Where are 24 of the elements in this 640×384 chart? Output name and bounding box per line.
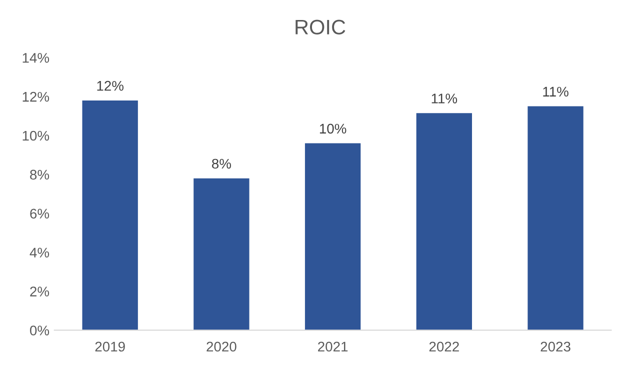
bar — [82, 100, 138, 330]
bar — [416, 113, 472, 330]
y-tick-label: 6% — [30, 208, 50, 219]
x-tick-label: 2019 — [95, 342, 125, 352]
bar — [194, 178, 250, 330]
data-label: 12% — [97, 80, 124, 91]
bar — [304, 143, 361, 330]
x-tick-label: 2023 — [540, 342, 570, 352]
x-tick-label: 2020 — [206, 342, 236, 352]
y-tick-label: 0% — [30, 326, 50, 336]
chart-title: ROIC — [296, 20, 346, 35]
y-tick-label: 2% — [30, 286, 50, 296]
bar — [528, 106, 584, 330]
y-tick-label: 10% — [22, 130, 50, 141]
y-tick-label: 8% — [30, 170, 50, 180]
data-label: 11% — [543, 86, 568, 97]
y-tick-label: 14% — [22, 52, 50, 63]
y-tick-label: 12% — [22, 92, 50, 102]
x-tick-label: 2021 — [318, 342, 348, 352]
data-label: 8% — [212, 158, 231, 169]
data-label: 10% — [320, 124, 346, 134]
x-tick-label: 2022 — [429, 342, 459, 352]
y-tick-label: 4% — [30, 248, 50, 258]
data-label: 11% — [432, 94, 458, 104]
